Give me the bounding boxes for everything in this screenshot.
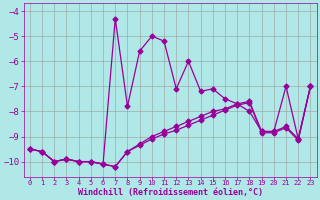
X-axis label: Windchill (Refroidissement éolien,°C): Windchill (Refroidissement éolien,°C) — [78, 188, 263, 197]
